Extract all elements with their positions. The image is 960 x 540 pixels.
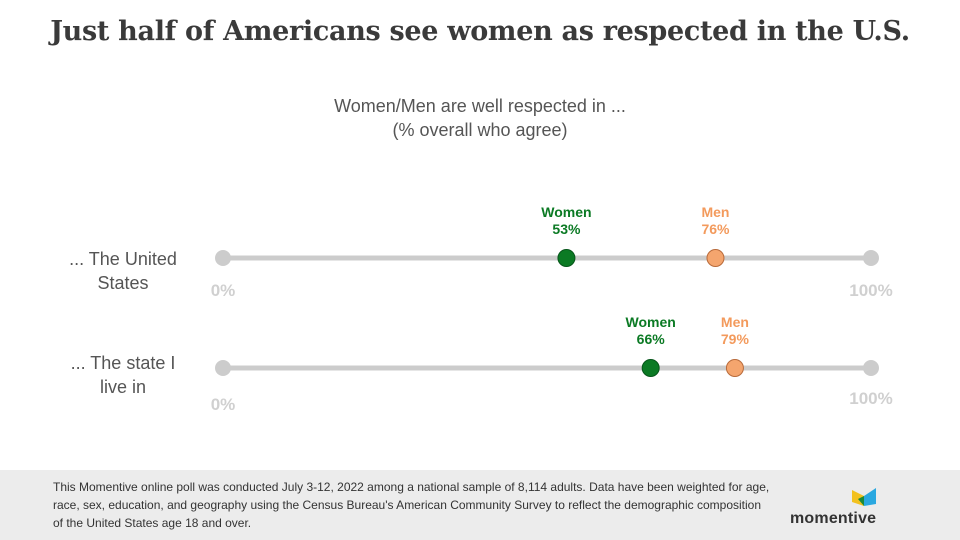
data-point-men — [725, 359, 744, 377]
data-point-women — [641, 359, 660, 377]
data-value-label-women: 53% — [552, 221, 581, 237]
subtitle-line-1: Women/Men are well respected in ... — [334, 96, 626, 116]
track-start-cap — [215, 250, 231, 266]
chart-subtitle: Women/Men are well respected in ... (% o… — [0, 94, 960, 142]
data-value-label-men: 76% — [701, 221, 730, 237]
data-series-label-women: Women — [626, 314, 676, 330]
axis-label-min: 0% — [211, 281, 236, 300]
momentive-logo: momentive — [790, 488, 890, 536]
track-end-cap — [863, 360, 879, 376]
momentive-logo-mark-icon — [852, 488, 876, 506]
subtitle-line-2: (% overall who agree) — [392, 120, 568, 140]
momentive-logo-text: momentive — [790, 510, 877, 527]
data-point-women — [557, 249, 576, 267]
row-label-line-2: live in — [99, 377, 147, 397]
axis-label-min: 0% — [211, 395, 236, 414]
row-label-line-1: ... The state I — [70, 353, 176, 373]
chart-title: Just half of Americans see women as resp… — [50, 16, 910, 47]
methodology-note: This Momentive online poll was conducted… — [53, 480, 770, 530]
axis-label-max: 100% — [849, 281, 892, 300]
data-point-men — [706, 249, 725, 267]
axis-label-max: 100% — [849, 389, 892, 408]
track-end-cap — [863, 250, 879, 266]
row-label-united-states: ... The United States — [48, 247, 198, 295]
row-label-line-1: ... The United — [69, 249, 177, 269]
data-value-label-women: 66% — [637, 331, 666, 347]
track-start-cap — [215, 360, 231, 376]
data-series-label-women: Women — [541, 204, 591, 220]
row-label-state: ... The state I live in — [48, 351, 198, 399]
row-label-line-2: States — [97, 273, 149, 293]
data-series-label-men: Men — [721, 314, 749, 330]
data-value-label-men: 79% — [721, 331, 750, 347]
footer: This Momentive online poll was conducted… — [0, 470, 960, 540]
data-series-label-men: Men — [701, 204, 729, 220]
